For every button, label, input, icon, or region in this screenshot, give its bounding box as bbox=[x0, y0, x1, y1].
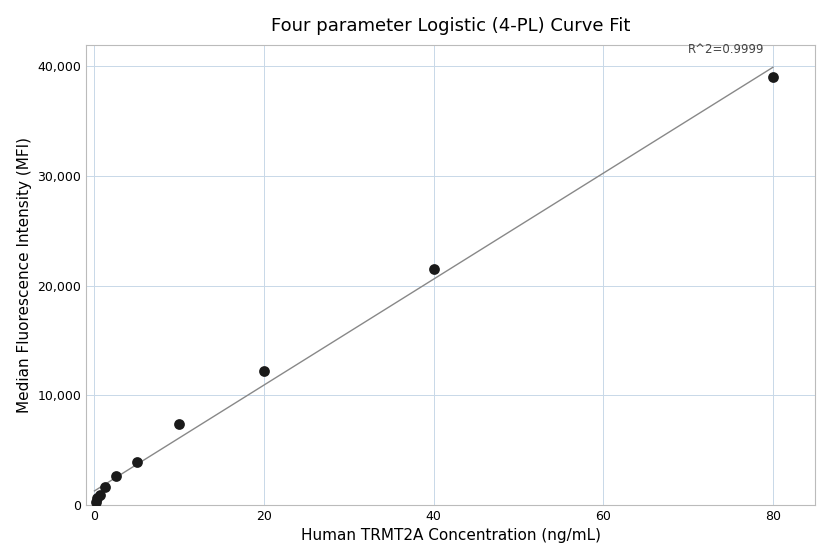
Point bbox=[98, 483, 111, 492]
Point bbox=[91, 494, 104, 503]
Point bbox=[427, 265, 440, 274]
Point bbox=[93, 491, 106, 500]
Y-axis label: Median Fluorescence Intensity (MFI): Median Fluorescence Intensity (MFI) bbox=[17, 137, 32, 413]
Title: Four parameter Logistic (4-PL) Curve Fit: Four parameter Logistic (4-PL) Curve Fit bbox=[271, 17, 631, 35]
Point bbox=[172, 419, 186, 428]
Point bbox=[109, 472, 122, 481]
Text: R^2=0.9999: R^2=0.9999 bbox=[688, 43, 765, 55]
Point bbox=[89, 497, 102, 506]
Point bbox=[257, 367, 270, 376]
X-axis label: Human TRMT2A Concentration (ng/mL): Human TRMT2A Concentration (ng/mL) bbox=[300, 528, 601, 543]
Point bbox=[130, 458, 143, 466]
Point bbox=[766, 73, 780, 82]
